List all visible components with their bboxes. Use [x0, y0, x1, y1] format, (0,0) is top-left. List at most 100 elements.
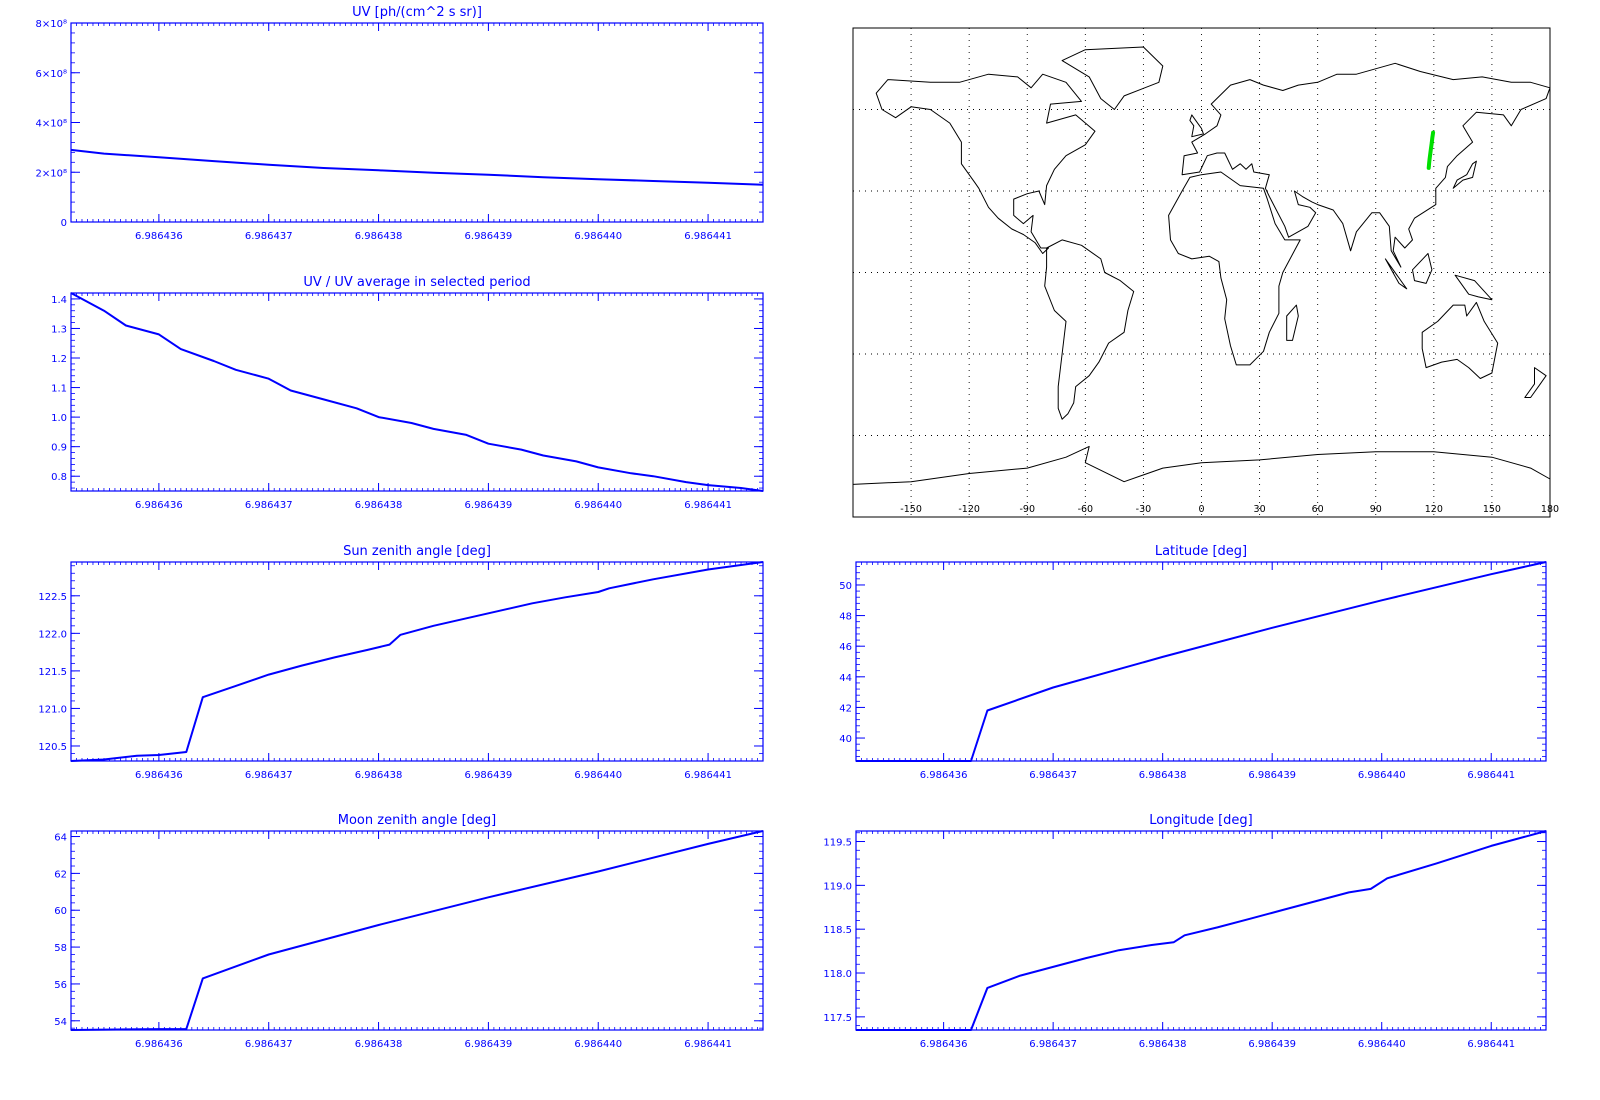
x-tick-label: 6.986440	[1358, 1039, 1406, 1050]
y-tick-label: 118.5	[823, 925, 852, 936]
plot-frame	[70, 561, 764, 762]
y-tick-label: 46	[839, 642, 852, 653]
panel-uv: UV [ph/(cm^2 s sr)] 6.986436 6.986437 6.986…	[36, 5, 764, 242]
panel-sza: Sun zenith angle [deg] 6.986436 6.986437 6.…	[38, 544, 764, 781]
lon-tick-label: 180	[1541, 504, 1559, 515]
y-tick-label: 1.3	[51, 324, 67, 335]
satellite-track	[1426, 130, 1436, 170]
coastline-greenland	[1061, 46, 1164, 110]
coastline-sumatra-borneo	[1384, 258, 1408, 290]
x-tick-label: 6.986438	[355, 770, 403, 781]
y-tick-label: 2×10⁸	[36, 168, 67, 179]
y-tick-label: 60	[54, 906, 67, 917]
series-line	[70, 292, 764, 492]
x-tick-label: 6.986441	[684, 231, 732, 242]
x-tick-label: 6.986439	[1248, 1039, 1296, 1050]
coastline-south-america	[1044, 239, 1135, 420]
y-tick-label: 122.5	[38, 592, 67, 603]
x-tick-label: 6.986440	[574, 770, 622, 781]
y-tick-label: 0.9	[51, 443, 67, 454]
coastline-antarctica	[852, 445, 1551, 485]
coastline-borneo	[1412, 253, 1433, 284]
x-tick-label: 6.986440	[574, 500, 622, 511]
chart-title: Longitude [deg]	[1149, 813, 1252, 828]
panel-mza: Moon zenith angle [deg] 6.986436 6.986437 6…	[54, 813, 764, 1050]
y-tick-label: 120.5	[38, 742, 67, 753]
x-tick-label: 6.986441	[684, 770, 732, 781]
x-tick-label: 6.986440	[574, 231, 622, 242]
panel-uvratio: UV / UV average in selected period 6.9864…	[51, 275, 764, 511]
x-tick-label: 6.986439	[465, 1039, 513, 1050]
y-tick-label: 119.0	[823, 881, 852, 892]
x-tick-label: 6.986439	[465, 770, 513, 781]
coastline-new-guinea	[1454, 274, 1493, 301]
x-tick-label: 6.986437	[245, 770, 293, 781]
lon-tick-label: -150	[900, 504, 922, 515]
lon-tick-label: 60	[1312, 504, 1324, 515]
y-tick-label: 121.5	[38, 667, 67, 678]
y-tick-label: 50	[839, 581, 852, 592]
x-tick-label: 6.986437	[1029, 770, 1077, 781]
x-tick-label: 6.986437	[245, 1039, 293, 1050]
y-tick-label: 62	[54, 869, 67, 880]
x-tick-label: 6.986441	[684, 500, 732, 511]
y-tick-label: 40	[839, 734, 852, 745]
world-map: -150 -120 -90 -60 -30 0 30 60 90 120 150 180	[852, 27, 1559, 518]
y-tick-label: 64	[54, 833, 67, 844]
y-tick-label: 1.1	[51, 384, 67, 395]
y-tick-label: 1.2	[51, 354, 67, 365]
y-tick-label: 48	[839, 612, 852, 623]
x-tick-label: 6.986438	[355, 500, 403, 511]
x-tick-label: 6.986439	[1248, 770, 1296, 781]
y-tick-label: 58	[54, 943, 67, 954]
y-tick-label: 56	[54, 980, 67, 991]
x-tick-label: 6.986438	[355, 1039, 403, 1050]
x-tick-label: 6.986440	[574, 1039, 622, 1050]
coastline-eurasia	[1181, 62, 1551, 268]
chart-title: UV / UV average in selected period	[303, 275, 530, 290]
y-tick-label: 117.5	[823, 1013, 852, 1024]
coastline-australia	[1421, 301, 1499, 379]
series-line	[70, 561, 764, 762]
x-tick-label: 6.986439	[465, 231, 513, 242]
panel-lon: Longitude [deg] 6.986436 6.986437 6.986438 6…	[823, 813, 1547, 1050]
coastline-uk	[1189, 114, 1204, 138]
y-tick-label: 44	[839, 673, 852, 684]
y-tick-label: 122.0	[38, 629, 67, 640]
x-tick-label: 6.986441	[1467, 1039, 1515, 1050]
x-tick-label: 6.986439	[465, 500, 513, 511]
x-tick-label: 6.986438	[355, 231, 403, 242]
y-tick-label: 54	[54, 1017, 67, 1028]
coastline-north-america	[875, 73, 1096, 254]
plot-frame	[855, 561, 1547, 762]
plot-frame	[70, 830, 764, 1031]
chart-title: Moon zenith angle [deg]	[338, 813, 496, 828]
y-tick-label: 8×10⁸	[36, 19, 67, 30]
x-tick-label: 6.986436	[135, 500, 183, 511]
y-tick-label: 0.8	[51, 472, 67, 483]
y-tick-label: 1.4	[51, 295, 67, 306]
x-tick-label: 6.986437	[245, 231, 293, 242]
y-tick-label: 1.0	[51, 413, 67, 424]
lon-tick-label: -30	[1136, 504, 1152, 515]
lon-tick-label: 120	[1425, 504, 1443, 515]
coastline-africa	[1168, 171, 1301, 366]
y-tick-label: 4×10⁸	[36, 119, 67, 130]
x-tick-label: 6.986437	[245, 500, 293, 511]
y-tick-label: 6×10⁸	[36, 69, 67, 80]
panel-lat: Latitude [deg] 6.986436 6.986437 6.986438 6.…	[839, 544, 1547, 781]
x-tick-label: 6.986436	[920, 1039, 968, 1050]
y-tick-label: 119.5	[823, 838, 852, 849]
x-tick-label: 6.986436	[135, 231, 183, 242]
plot-frame	[70, 22, 764, 223]
lon-tick-label: 90	[1370, 504, 1382, 515]
y-tick-label: 121.0	[38, 704, 67, 715]
series-line	[70, 830, 764, 1031]
chart-title: Latitude [deg]	[1155, 544, 1247, 559]
chart-title: Sun zenith angle [deg]	[343, 544, 491, 559]
chart-title: UV [ph/(cm^2 s sr)]	[352, 5, 482, 20]
lon-tick-label: 0	[1198, 504, 1204, 515]
x-tick-label: 6.986441	[1467, 770, 1515, 781]
x-tick-label: 6.986436	[135, 770, 183, 781]
